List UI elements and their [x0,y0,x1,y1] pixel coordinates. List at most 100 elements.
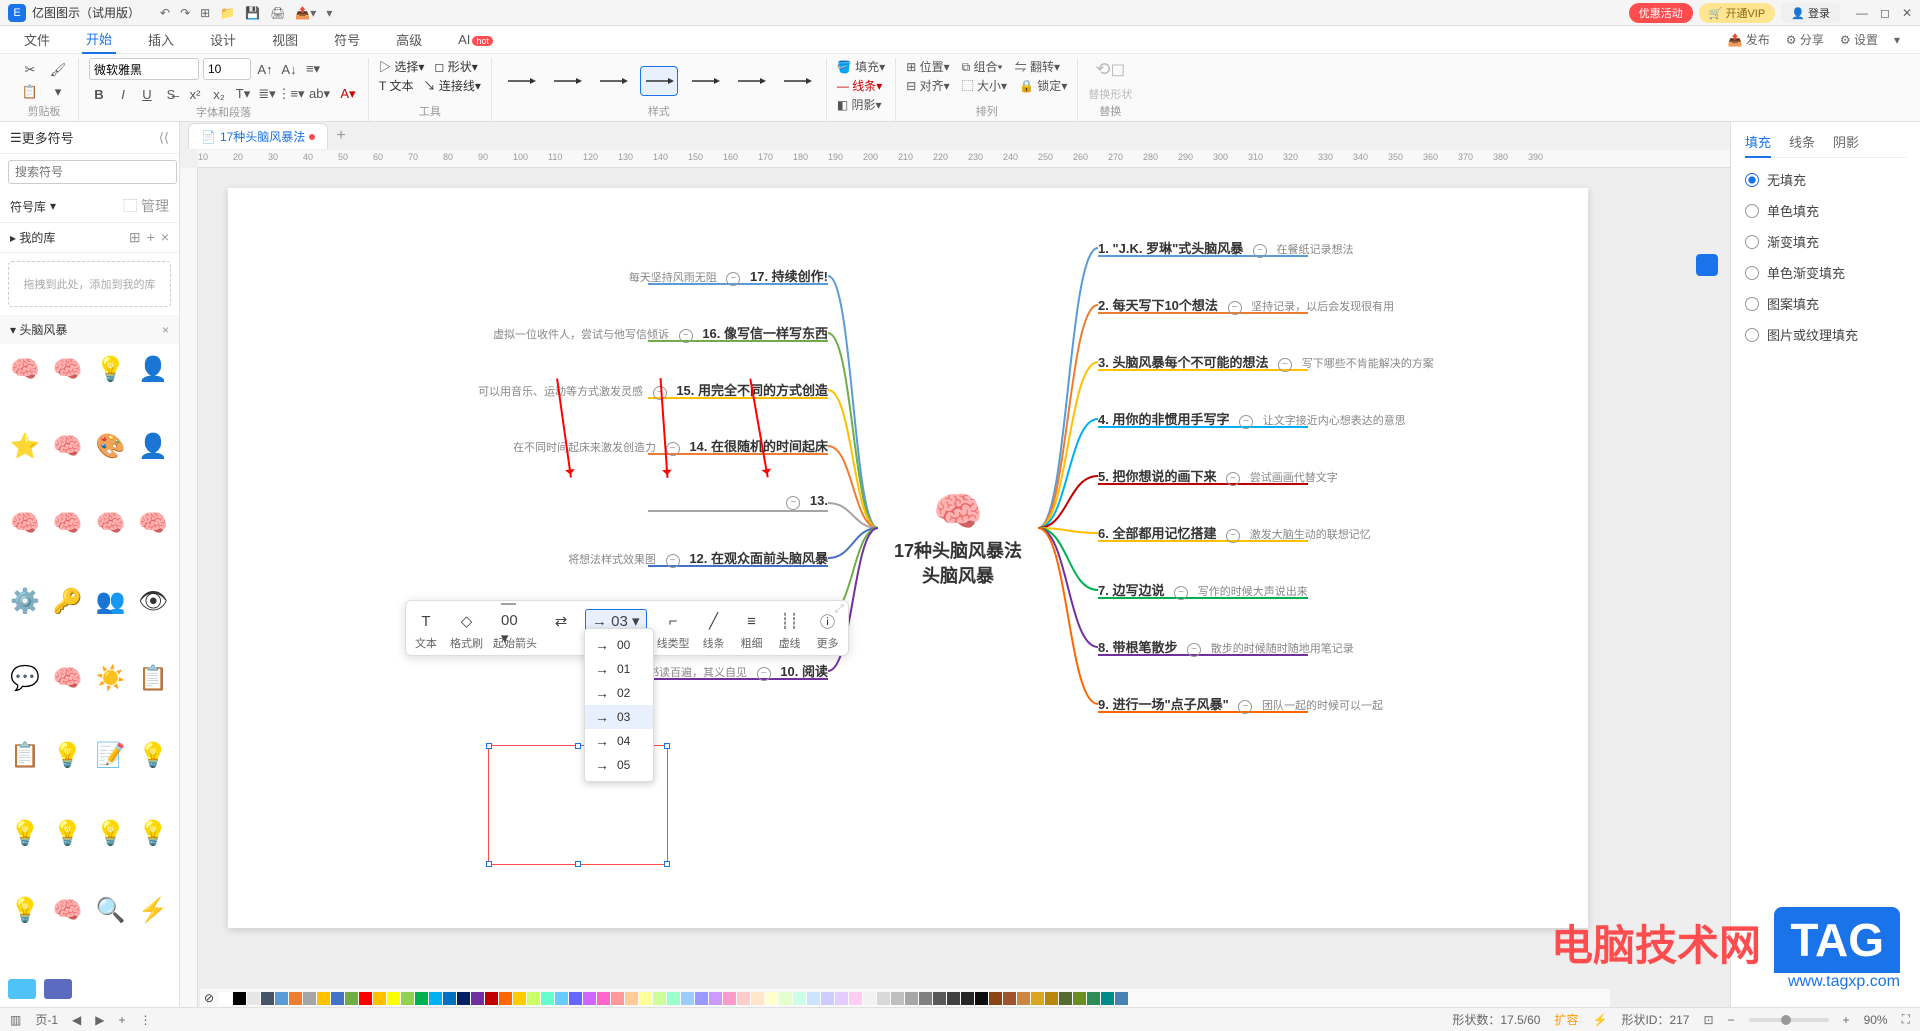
font-grow-icon[interactable]: A↑ [255,59,275,79]
symbol-item[interactable]: 🔑 [51,584,85,618]
fill-button[interactable]: 🪣 填充▾ [837,58,885,75]
save-icon[interactable]: 💾 [245,6,260,20]
bold-icon[interactable]: B [89,84,109,104]
mindmap-node-right[interactable]: 8. 带根笔散步 − 散步的时候随时随地用笔记录 [1098,637,1354,657]
color-swatch[interactable] [387,992,400,1005]
zoom-slider[interactable] [1749,1018,1829,1022]
symbol-item[interactable]: 🧠 [51,352,85,386]
menu-insert[interactable]: 插入 [144,26,178,53]
float-tool-粗细[interactable]: ≡粗细 [738,609,766,651]
tab-shadow[interactable]: 阴影 [1833,132,1859,151]
color-swatch[interactable] [667,992,680,1005]
color-swatch[interactable] [499,992,512,1005]
close-category-icon[interactable]: × [162,323,169,337]
symbol-item[interactable]: 💡 [94,352,128,386]
italic-icon[interactable]: I [113,84,133,104]
color-swatch[interactable] [527,992,540,1005]
color-swatch[interactable] [625,992,638,1005]
symbol-item[interactable]: 📝 [94,739,128,773]
float-tool-起始箭头[interactable]: — 00 ▾起始箭头 [493,609,537,651]
color-swatch[interactable] [1115,992,1128,1005]
publish-button[interactable]: 📤 发布 [1728,31,1770,48]
maximize-icon[interactable]: ◻ [1880,6,1890,20]
mindmap-node-right[interactable]: 2. 每天写下10个想法 − 坚持记录，以后会发现很有用 [1098,295,1394,315]
font-shrink-icon[interactable]: A↓ [279,59,299,79]
color-swatch[interactable] [485,992,498,1005]
color-swatch[interactable] [597,992,610,1005]
arrow-style-option[interactable] [732,66,770,96]
mindmap-node-left[interactable]: 在不同时间起床来激发创造力 − 14. 在很随机的时间起床 [513,436,828,456]
color-swatch[interactable] [471,992,484,1005]
next-page-icon[interactable]: ▶ [95,1013,104,1027]
select-tool[interactable]: ▷ 选择▾ [379,58,424,75]
login-button[interactable]: 👤 登录 [1781,3,1840,23]
symbol-item[interactable]: 🧠 [51,662,85,696]
color-swatch[interactable] [681,992,694,1005]
print-icon[interactable]: 🖨 [270,6,285,20]
float-tool-线条[interactable]: ╱线条 [700,609,728,651]
symbol-item[interactable]: 👤 [136,429,170,463]
category-header[interactable]: ▾ 头脑风暴 × [0,315,179,344]
symbol-item[interactable]: 🧠 [51,507,85,541]
more-symbols-icon[interactable]: ☰ [10,130,22,146]
settings-button[interactable]: ⚙ 设置 [1840,31,1878,48]
color-swatch[interactable] [989,992,1002,1005]
color-swatch[interactable] [457,992,470,1005]
tab-fill[interactable]: 填充 [1745,132,1771,158]
strike-icon[interactable]: S̶ [161,84,181,104]
text-tool[interactable]: T 文本 [379,77,413,94]
fit-icon[interactable]: ⊡ [1703,1013,1713,1027]
mindmap-node-left[interactable]: 虚拟一位收件人，尝试与他写信倾诉 − 16. 像写信一样写东西 [493,323,828,343]
color-swatch[interactable] [443,992,456,1005]
color-swatch[interactable] [555,992,568,1005]
fill-option[interactable]: 图片或纹理填充 [1745,325,1906,344]
symbol-lib-section[interactable]: 符号库▾ ⬚ 管理 [0,190,179,223]
font-family-select[interactable] [89,58,199,80]
float-tool-格式刷[interactable]: ◇格式刷 [450,609,483,651]
spacing-icon[interactable]: ab▾ [305,84,334,104]
symbol-item[interactable]: 🧠 [8,507,42,541]
symbol-item[interactable]: 💡 [51,739,85,773]
color-swatch[interactable] [415,992,428,1005]
no-color-icon[interactable]: ⊘ [204,991,214,1005]
share-button[interactable]: ⚙ 分享 [1786,31,1824,48]
color-swatch[interactable] [261,992,274,1005]
font-size-select[interactable] [203,58,251,80]
symbol-item[interactable]: 🎨 [94,429,128,463]
format-painter-icon[interactable]: 🖌 [48,60,68,80]
color-swatch[interactable] [1045,992,1058,1005]
color-swatch[interactable] [275,992,288,1005]
fill-option[interactable]: 单色渐变填充 [1745,263,1906,282]
color-swatch[interactable] [849,992,862,1005]
mindmap-node-left[interactable]: 可以用音乐、运动等方式激发灵感 − 15. 用完全不同的方式创造 [478,380,828,400]
superscript-icon[interactable]: x² [185,84,205,104]
symbol-item[interactable]: 💡 [94,816,128,850]
symbol-item[interactable]: 👥 [94,584,128,618]
color-swatch[interactable] [863,992,876,1005]
fill-option[interactable]: 单色填充 [1745,201,1906,220]
color-swatch[interactable] [219,992,232,1005]
float-tool-线类型[interactable]: ⌐线类型 [657,609,690,651]
zoom-out-icon[interactable]: − [1728,1013,1735,1027]
close-icon[interactable]: ✕ [1902,6,1912,20]
color-swatch[interactable] [1101,992,1114,1005]
connector-tool[interactable]: ↘ 连接线▾ [423,77,480,94]
mindmap-node-right[interactable]: 9. 进行一场"点子风暴" − 团队一起的时候可以一起 [1098,694,1383,714]
mindmap-node-right[interactable]: 1. "J.K. 罗琳"式头脑风暴 − 在餐纸记录想法 [1098,238,1354,258]
tab-line[interactable]: 线条 [1789,132,1815,151]
color-swatch[interactable] [779,992,792,1005]
symbol-item[interactable]: 🧠 [94,507,128,541]
symbol-item[interactable]: 💡 [136,739,170,773]
color-swatch[interactable] [345,992,358,1005]
close-lib-icon[interactable]: × [161,229,169,246]
fullscreen-icon[interactable]: ⛶ [1902,1012,1910,1027]
menu-advanced[interactable]: 高级 [392,26,426,53]
color-swatch[interactable] [1073,992,1086,1005]
page-indicator[interactable]: 页-1 [35,1011,58,1028]
fill-option[interactable]: 图案填充 [1745,294,1906,313]
color-swatch[interactable] [765,992,778,1005]
replace-shape-icon[interactable]: ⟲◻ [1095,59,1125,80]
symbol-item[interactable]: 🧠 [136,507,170,541]
symbol-item[interactable]: 💬 [8,662,42,696]
arrow-style-option[interactable] [778,66,816,96]
